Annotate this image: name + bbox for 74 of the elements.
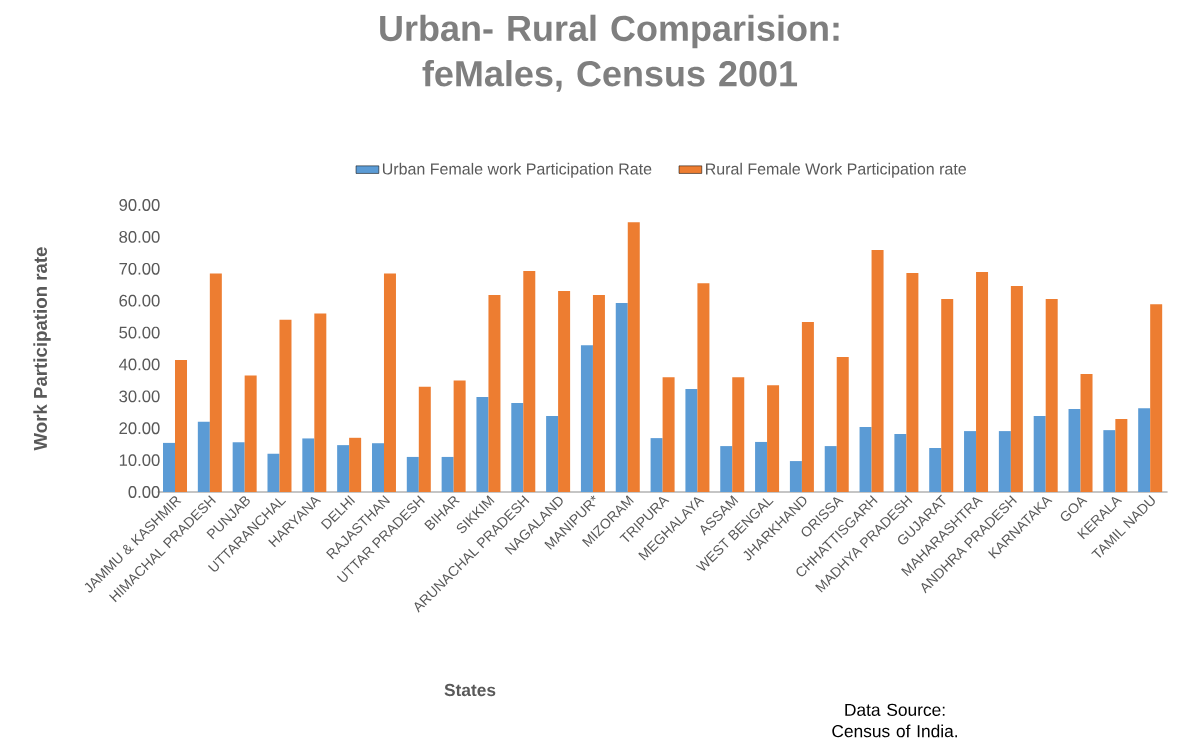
bar — [767, 385, 780, 493]
bar — [1150, 304, 1163, 493]
bar — [1138, 408, 1151, 493]
bar — [476, 396, 489, 493]
bar — [627, 222, 640, 493]
bar — [662, 377, 675, 493]
bar — [232, 442, 245, 493]
bar — [592, 294, 605, 493]
y-tick-label: 90.00 — [119, 199, 160, 211]
bar — [406, 456, 419, 493]
bar — [383, 273, 396, 493]
bar — [197, 421, 210, 493]
bar — [175, 359, 188, 493]
bar — [685, 389, 698, 493]
bar — [209, 273, 222, 493]
x-axis-title: States — [444, 683, 496, 697]
bar — [302, 438, 315, 493]
y-tick-label: 50.00 — [119, 326, 160, 339]
legend-label: Urban Female work Participation Rate — [382, 162, 652, 178]
y-tick-label: 40.00 — [118, 358, 160, 371]
y-axis-title: Work Participation rate — [33, 247, 51, 451]
bar — [1115, 418, 1128, 493]
bar — [314, 313, 327, 493]
bar — [371, 443, 384, 493]
bar — [929, 448, 942, 493]
bar — [697, 283, 710, 493]
y-tick-label: 60.00 — [119, 294, 160, 307]
bar — [941, 299, 954, 493]
legend-label: Rural Female Work Participation rate — [706, 162, 966, 178]
bar — [801, 322, 814, 493]
bar — [453, 380, 466, 493]
bar — [163, 442, 176, 493]
bar — [732, 377, 745, 493]
bar — [349, 437, 362, 493]
bar — [906, 272, 919, 493]
bar — [894, 433, 907, 493]
bar — [546, 416, 559, 493]
bar — [558, 291, 571, 493]
bar — [267, 453, 280, 493]
chart-title: Urban- Rural Comparision: feMales, Census 2001 — [380, 14, 839, 92]
bar — [836, 357, 849, 493]
bar — [998, 431, 1011, 493]
bar — [859, 426, 872, 493]
bar — [871, 249, 884, 493]
bar — [755, 441, 768, 493]
bar — [580, 345, 593, 493]
bar — [523, 271, 536, 493]
bar — [1080, 374, 1093, 493]
y-tick-label: 70.00 — [119, 262, 160, 275]
bar — [1033, 416, 1046, 493]
bar — [824, 446, 837, 493]
y-tick-label: 80.00 — [119, 231, 160, 243]
y-tick-label: 20.00 — [119, 422, 160, 435]
bar — [1045, 299, 1058, 493]
bar — [720, 446, 733, 493]
bar — [244, 375, 257, 493]
bar — [1010, 286, 1023, 493]
bar — [279, 319, 292, 493]
bar — [976, 271, 989, 493]
y-tick-label: 0.00 — [128, 486, 160, 498]
bar — [337, 445, 350, 493]
y-tick-label: 10.00 — [119, 454, 160, 467]
bar — [964, 431, 977, 493]
bar — [615, 302, 628, 493]
source-note: Data Source: Census of India. — [832, 703, 957, 738]
bar — [488, 294, 501, 493]
bar — [650, 438, 663, 493]
bar — [1103, 430, 1116, 493]
bar — [441, 456, 454, 493]
bar — [789, 461, 802, 493]
bar — [511, 403, 524, 493]
y-tick-label: 30.00 — [119, 390, 160, 403]
bar — [1068, 409, 1081, 493]
bar — [418, 386, 431, 493]
